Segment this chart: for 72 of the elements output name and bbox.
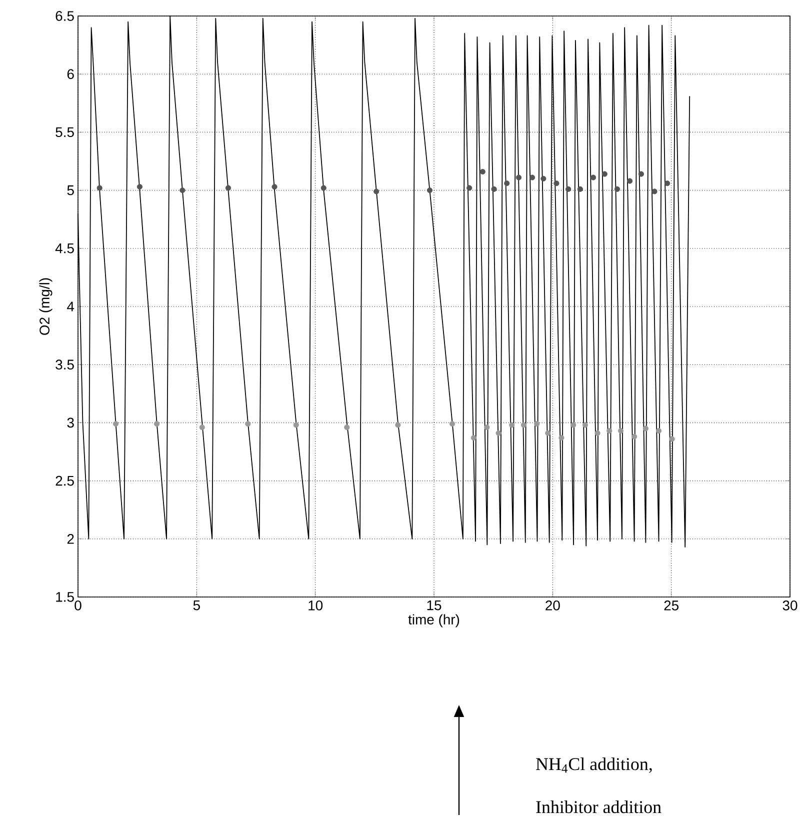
point [594, 430, 600, 436]
point [320, 185, 326, 191]
y-tick-label: 6 [67, 69, 74, 80]
point [470, 435, 476, 441]
point [614, 186, 620, 192]
point [449, 421, 456, 427]
point [480, 168, 486, 174]
point [491, 186, 497, 192]
x-axis-title: time (hr) [408, 614, 460, 628]
point [602, 171, 608, 177]
point [570, 422, 576, 428]
point [374, 188, 380, 194]
text: Inhibitor addition [536, 800, 662, 814]
point [534, 421, 540, 427]
point [225, 185, 232, 191]
y-tick-label: 2.5 [56, 476, 74, 486]
point [642, 426, 648, 432]
point [664, 180, 670, 186]
point [627, 178, 633, 184]
x-tick-label: 30 [782, 600, 798, 610]
point [426, 188, 433, 194]
point [395, 422, 401, 428]
point [606, 428, 612, 434]
y-tick-label: 4.5 [55, 244, 74, 254]
y-axis-title: O2 (mg/l) [39, 278, 52, 335]
x-tick-label: 15 [427, 600, 442, 610]
point [652, 188, 658, 194]
point [293, 422, 299, 428]
y-tick-label: 4 [67, 302, 74, 312]
y-tick-label: 3.5 [56, 360, 74, 370]
point [590, 174, 596, 180]
y-tick-label: 5.5 [56, 127, 74, 138]
point [96, 185, 102, 191]
point [199, 424, 205, 430]
point [484, 424, 490, 430]
point [112, 421, 119, 427]
point [566, 186, 572, 192]
y-tick-label: 1.5 [56, 592, 74, 602]
point [245, 421, 251, 427]
y-tick-label: 5 [67, 185, 74, 196]
point [496, 430, 502, 436]
point [504, 180, 510, 186]
point [577, 186, 583, 192]
text: NH$_{4}$Cl addition, [536, 758, 652, 773]
point [466, 185, 472, 191]
point [272, 184, 278, 190]
point [509, 422, 515, 428]
y-tick-label: 2 [67, 534, 74, 544]
x-tick-label: 0 [74, 600, 82, 610]
point [554, 180, 560, 186]
point [520, 422, 527, 428]
point [638, 171, 644, 177]
point [154, 421, 160, 427]
x-tick-label: 25 [664, 600, 679, 610]
point [529, 174, 536, 180]
point [582, 422, 588, 428]
point [516, 174, 522, 180]
y-tick-label: 3 [67, 418, 74, 428]
x-tick-label: 20 [546, 600, 560, 610]
y-tick-label: 6.5 [56, 11, 74, 21]
point [136, 184, 142, 190]
x-tick-label: 10 [308, 600, 323, 610]
point [618, 428, 624, 434]
point [540, 176, 546, 182]
point [558, 435, 564, 441]
point [180, 188, 186, 194]
point [632, 434, 638, 440]
point [669, 436, 675, 442]
point [344, 424, 350, 430]
point [545, 430, 551, 436]
point [656, 428, 662, 434]
x-tick-label: 5 [193, 600, 200, 610]
